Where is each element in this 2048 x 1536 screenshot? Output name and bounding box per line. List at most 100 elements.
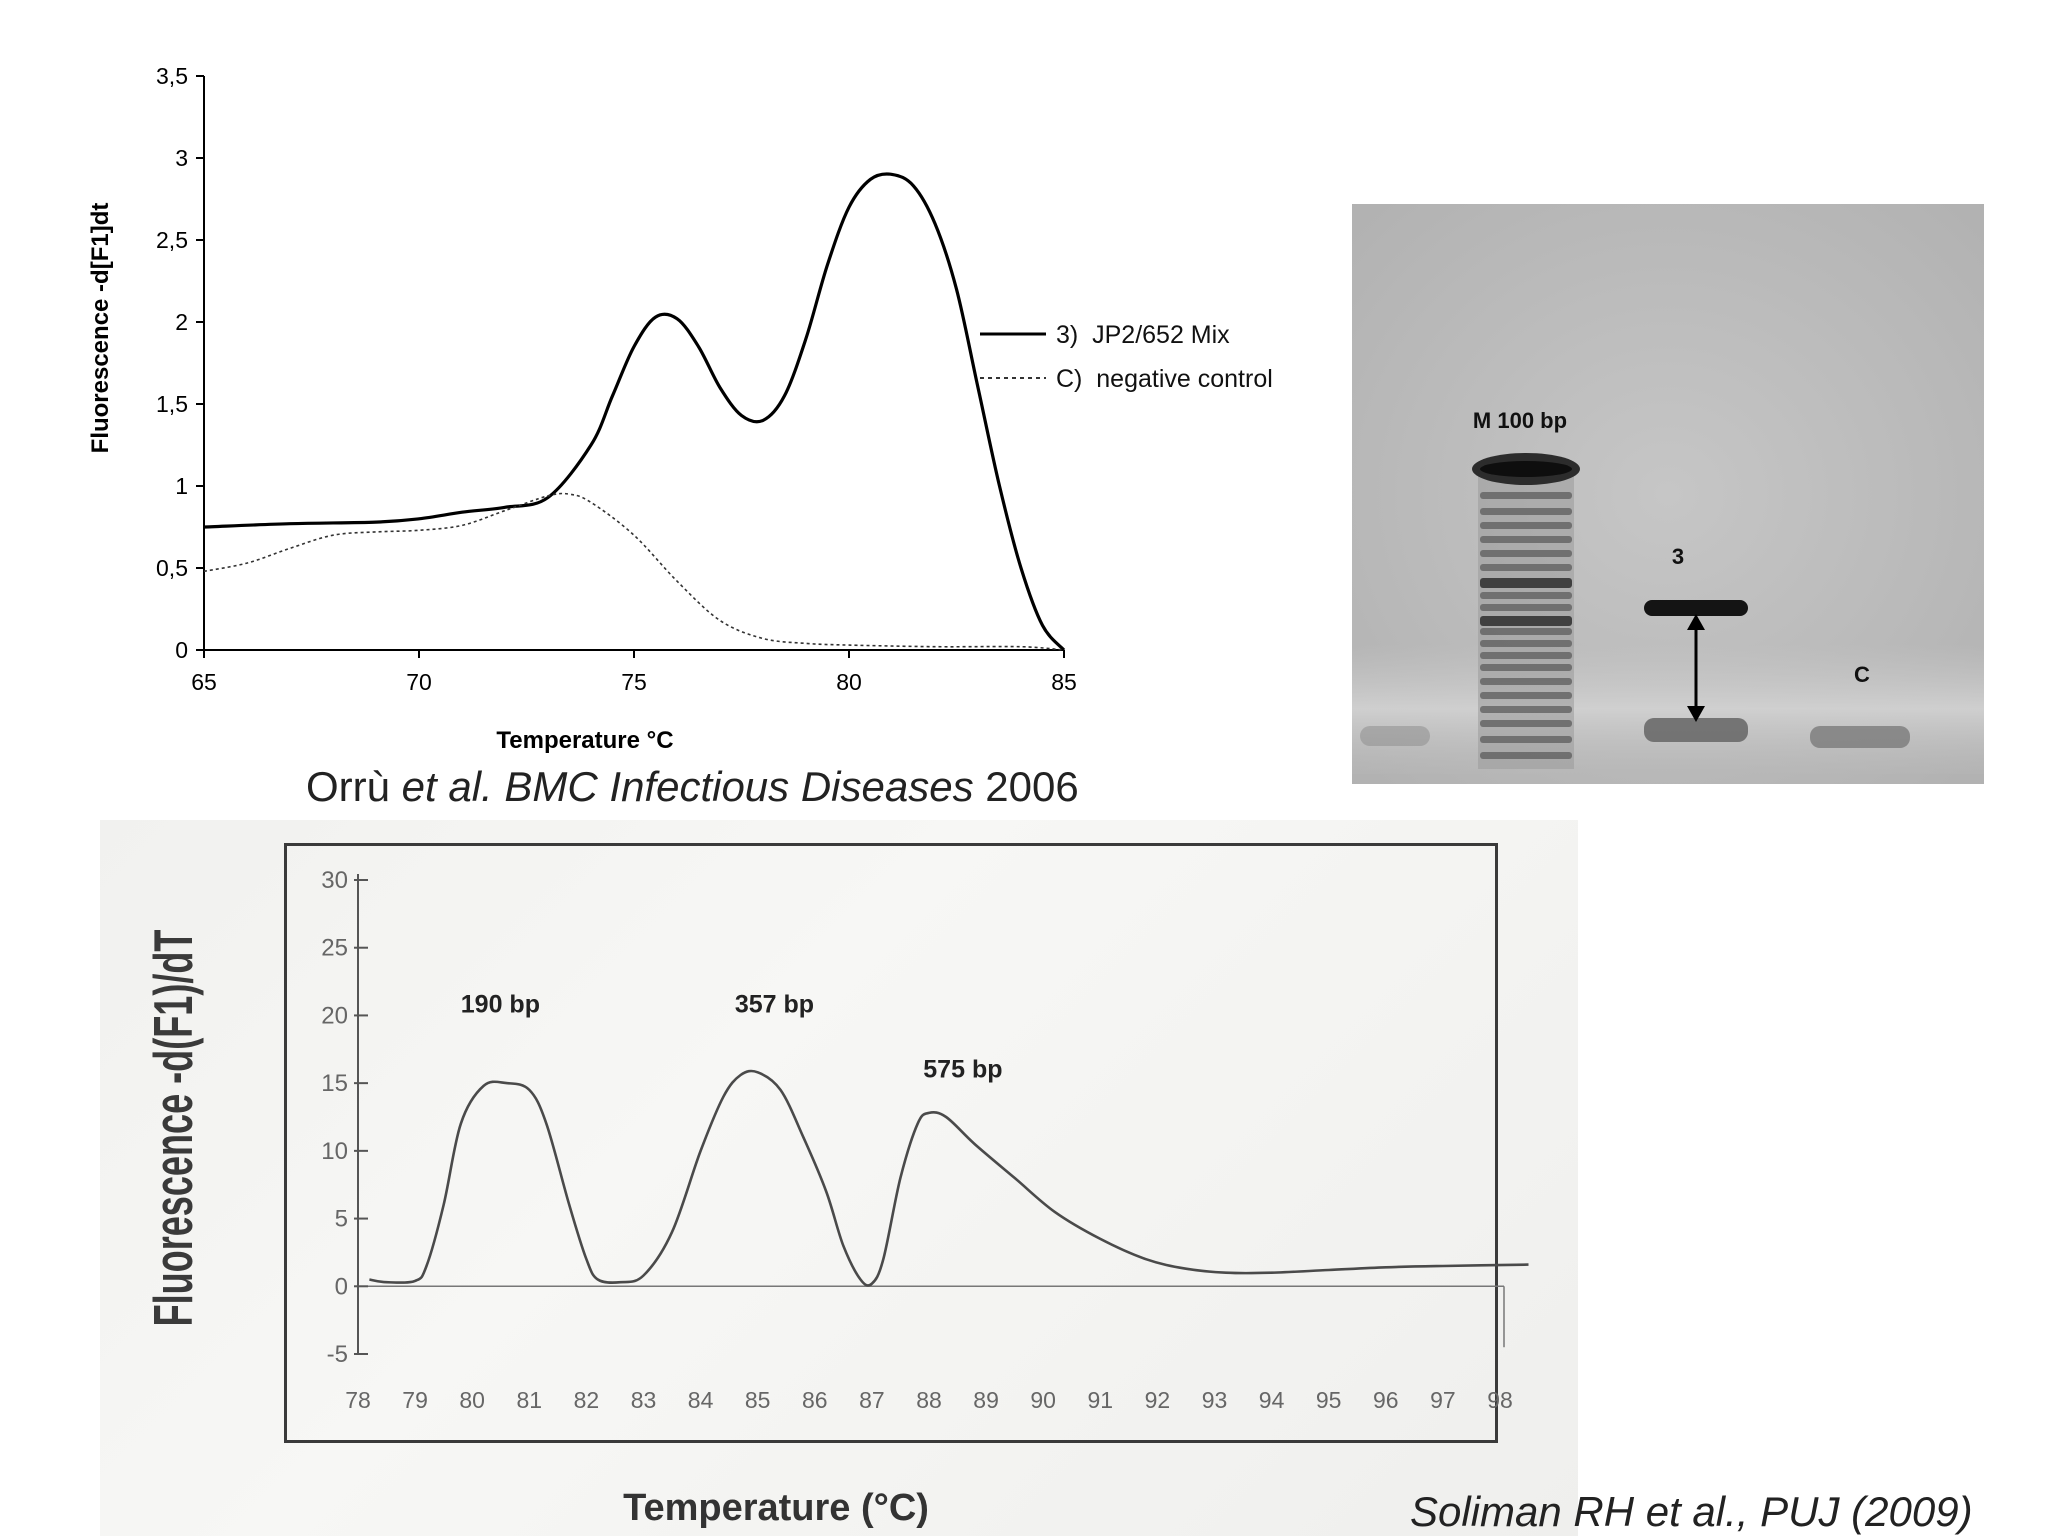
ladder-band: [1480, 752, 1572, 759]
gel-bottom-glow: [1352, 644, 1984, 774]
ladder-band: [1480, 652, 1572, 659]
left-primer-smudge: [1360, 726, 1430, 746]
y-tick-label: 15: [321, 1070, 348, 1097]
chart-series-layer: [203, 172, 1066, 652]
lane3-primer-band: [1644, 718, 1748, 742]
x-tick-label: 90: [1030, 1387, 1056, 1413]
y-tick-label: 1,5: [156, 391, 188, 417]
x-tick-label: 96: [1373, 1387, 1399, 1413]
ladder-band: [1480, 706, 1572, 713]
x-tick-label: 78: [345, 1387, 371, 1413]
legend: 3) JP2/652 Mix C) negative control: [980, 321, 1273, 393]
ladder-band: [1480, 578, 1572, 588]
lane3-band: [1644, 600, 1748, 616]
marker-lane-label: M 100 bp: [1473, 408, 1567, 433]
chart-axes: 0 0,5 1 1,5 2 2,5 3 3,5 65 70 75 80 85: [156, 63, 1077, 695]
citation-year: 2006: [973, 763, 1079, 810]
x-tick-label: 88: [916, 1387, 942, 1413]
citation-journal: et al. BMC Infectious Diseases: [401, 763, 974, 810]
x-axis-label: Temperature °C: [496, 727, 673, 754]
y-tick-label: -5: [327, 1341, 348, 1368]
x-tick-label: 95: [1316, 1387, 1342, 1413]
ladder-band: [1480, 736, 1572, 743]
x-tick-label: 65: [191, 669, 217, 695]
x-tick-label: 97: [1430, 1387, 1456, 1413]
legend-label-series-1: 3) JP2/652 Mix: [1056, 321, 1230, 349]
gel-electrophoresis-image: M 100 bp 3 C: [1352, 204, 1984, 784]
legend-label-series-2: C) negative control: [1056, 365, 1273, 393]
x-tick-label: 81: [517, 1387, 543, 1413]
scanned-chart-frame: [284, 843, 1498, 1443]
peak-label: 575 bp: [923, 1056, 1002, 1084]
y-tick-label: 0: [175, 637, 188, 663]
ladder-band: [1480, 550, 1572, 557]
laneC-primer-band: [1810, 726, 1910, 748]
lane3-label: 3: [1672, 544, 1684, 569]
x-tick-label: 86: [802, 1387, 828, 1413]
y-tick-label: 20: [321, 1002, 348, 1029]
ladder-band: [1480, 604, 1572, 611]
y-axis-label: Fluorescence -d[F1]dt: [87, 203, 114, 454]
double-arrow: [1687, 614, 1705, 722]
citation-author: Orrù: [306, 763, 402, 810]
citation-soliman: Soliman RH et al., PUJ (2009): [1410, 1488, 1973, 1535]
ladder-band: [1480, 720, 1572, 727]
melt-curve-chart-top: 0 0,5 1 1,5 2 2,5 3 3,5 65 70 75 80 85 Temperature °…: [87, 63, 1273, 754]
ladder-band: [1480, 616, 1572, 626]
y-tick-label: 1: [175, 473, 188, 499]
y-tick-label: 10: [321, 1138, 348, 1165]
y-tick-label: 2: [175, 309, 188, 335]
citation-orru: Orrù et al. BMC Infectious Diseases 2006: [306, 763, 1079, 811]
y-tick-label: 0: [335, 1273, 348, 1300]
y-axis-label: Fluorescence -d(F1)/dT: [142, 930, 203, 1327]
y-tick-label: 30: [321, 867, 348, 894]
x-tick-label: 80: [836, 669, 862, 695]
chart-annotations: 190 bp 357 bp 575 bp: [461, 991, 1003, 1084]
x-tick-label: 92: [1145, 1387, 1171, 1413]
laneC-label: C: [1854, 662, 1870, 687]
x-axis-label: Temperature (°C): [623, 1487, 929, 1529]
peak-label: 190 bp: [461, 991, 540, 1019]
melt-curve-line: [369, 1069, 1529, 1287]
ladder-band: [1480, 522, 1572, 529]
series-line-jp2-652-mix: [203, 172, 1066, 652]
ladder-band: [1480, 508, 1572, 515]
x-tick-label: 85: [1051, 669, 1077, 695]
x-tick-label: 70: [406, 669, 432, 695]
marker-top-band-core: [1480, 461, 1572, 477]
x-tick-label: 87: [859, 1387, 885, 1413]
x-tick-label: 93: [1202, 1387, 1228, 1413]
y-tick-label: 5: [335, 1206, 348, 1233]
x-tick-label: 98: [1487, 1387, 1513, 1413]
chart-axes: -5 0 5 10 15 20 25 30 78 79 80 81 82 83 84 85 86 87 88 89 90…: [321, 867, 1513, 1413]
scanned-figure-background: [100, 820, 1578, 1536]
y-tick-label: 25: [321, 935, 348, 962]
x-tick-label: 75: [621, 669, 647, 695]
x-tick-label: 91: [1088, 1387, 1114, 1413]
x-tick-label: 85: [745, 1387, 771, 1413]
melt-curve-chart-bottom: -5 0 5 10 15 20 25 30 78 79 80 81 82 83 84 85 86 87 88 89 90…: [142, 867, 1529, 1529]
peak-label: 357 bp: [735, 991, 814, 1019]
x-tick-label: 82: [574, 1387, 600, 1413]
ladder-band: [1480, 536, 1572, 543]
series-line-negative-control: [203, 492, 1065, 651]
y-tick-label: 0,5: [156, 555, 188, 581]
chart-series-layer: [369, 1069, 1529, 1287]
ladder-band: [1480, 492, 1572, 499]
x-tick-label: 79: [402, 1387, 428, 1413]
ladder-band: [1480, 592, 1572, 599]
ladder-band: [1480, 640, 1572, 647]
y-tick-label: 2,5: [156, 227, 188, 253]
x-tick-label: 83: [631, 1387, 657, 1413]
x-tick-label: 84: [688, 1387, 714, 1413]
y-tick-label: 3: [175, 145, 188, 171]
x-tick-label: 80: [459, 1387, 485, 1413]
ladder-bands: [1480, 492, 1572, 759]
x-tick-label: 89: [973, 1387, 999, 1413]
x-tick-label: 94: [1259, 1387, 1285, 1413]
ladder-band: [1480, 678, 1572, 685]
ladder-band: [1480, 664, 1572, 671]
ladder-band: [1480, 692, 1572, 699]
ladder-band: [1480, 564, 1572, 571]
y-tick-label: 3,5: [156, 63, 188, 89]
